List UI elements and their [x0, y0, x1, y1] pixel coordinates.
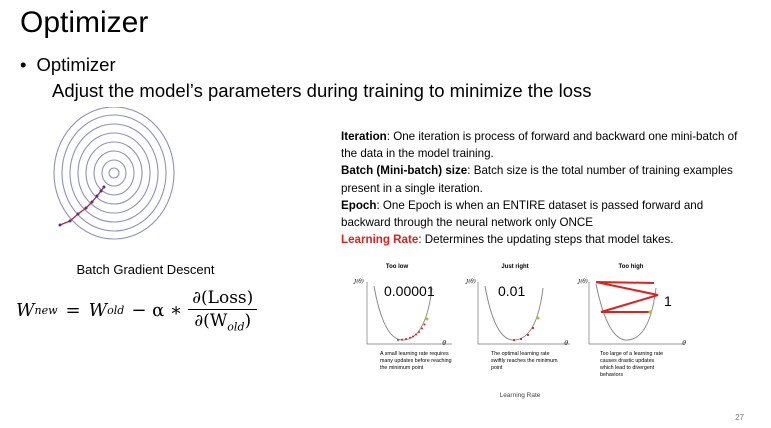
- formula-operator: − α ∗: [131, 300, 183, 322]
- definition-text: : One Epoch is when an ENTIRE dataset is…: [341, 198, 704, 230]
- denominator-prefix: ∂(W: [194, 311, 228, 331]
- definitions-list: Iteration: One iteration is process of f…: [341, 128, 753, 248]
- panel-plot: [588, 281, 684, 345]
- panel-title: Too low: [385, 264, 409, 270]
- definition-term: Learning Rate: [341, 233, 419, 247]
- bullet-item: • Optimizer: [20, 54, 116, 76]
- slide-title: Optimizer: [20, 6, 149, 39]
- panel-y-label: J(θ): [466, 279, 476, 285]
- panel-x-label: θ: [442, 340, 446, 347]
- definition-text: : Determines the updating steps that mod…: [418, 233, 674, 247]
- lr-panel-just-right: Just right J(θ) 0.01 θ The optimal learn…: [458, 260, 572, 378]
- contour-plot: [53, 107, 175, 240]
- panel-caption: Too large of a learning rate causes dras…: [600, 351, 664, 378]
- learning-rate-figure-caption: Learning Rate: [499, 392, 541, 399]
- panel-lr-value: 0.00001: [384, 283, 435, 299]
- denominator-suffix: ): [244, 311, 252, 331]
- lr-panel-too-low: Too low J(θ) 0.00001 θ A small learning …: [340, 260, 454, 378]
- definition-term: Iteration: [341, 130, 387, 143]
- panel-caption: The optimal learning rate swiftly reache…: [491, 351, 558, 371]
- panel-y-label: J(θ): [578, 279, 588, 285]
- panel-x-label: θ: [682, 340, 686, 347]
- formula-lhs-sub: new: [34, 304, 58, 318]
- panel-lr-value: 0.01: [498, 283, 526, 299]
- formula-numerator: ∂(Loss): [188, 288, 258, 310]
- definition-term: Batch (Mini-batch) size: [341, 164, 468, 178]
- batch-gd-caption: Batch Gradient Descent: [76, 262, 215, 277]
- definition-text: : Batch size is the total number of trai…: [341, 164, 733, 195]
- definition-term: Epoch: [341, 198, 377, 212]
- formula-lhs: W: [16, 300, 35, 322]
- panel-plot: [366, 282, 452, 345]
- definition-learning-rate: Learning Rate: Determines the updating s…: [341, 231, 753, 248]
- formula-term1: W: [88, 300, 108, 322]
- formula-denominator: ∂(Wold): [190, 310, 255, 333]
- panel-title: Too high: [618, 264, 644, 270]
- panel-title: Just right: [501, 264, 529, 270]
- formula-equals: =: [65, 300, 81, 322]
- definition-epoch: Epoch: One Epoch is when an ENTIRE datas…: [341, 197, 753, 231]
- formula-term1-sub: old: [107, 304, 125, 318]
- panel-x-label: θ: [564, 340, 568, 347]
- panel-lr-value: 1: [664, 293, 672, 309]
- panel-y-label: J(θ): [354, 279, 364, 285]
- bullet-label: Optimizer: [36, 54, 116, 75]
- panel-caption: A small learning rate requires many upda…: [380, 351, 452, 371]
- denominator-sub: old: [227, 320, 245, 334]
- panel-plot: [477, 282, 570, 345]
- bullet-dot-icon: •: [20, 54, 27, 75]
- definition-iteration: Iteration: One iteration is process of f…: [341, 128, 753, 162]
- definition-text: : One iteration is process of forward an…: [341, 130, 738, 161]
- lr-panel-too-high: Too high J(θ) 1 θ Too large of a learnin…: [574, 260, 688, 378]
- formula-fraction: ∂(Loss) ∂(Wold): [188, 288, 258, 333]
- definition-batch-size: Batch (Mini-batch) size: Batch size is t…: [341, 162, 753, 196]
- slide-subtitle: Adjust the model’s parameters during tra…: [52, 80, 592, 101]
- page-number: 27: [735, 413, 744, 422]
